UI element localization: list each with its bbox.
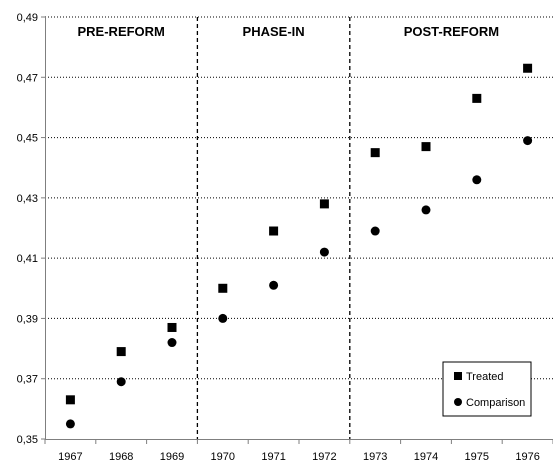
comparison-point bbox=[370, 226, 380, 236]
x-tick-label: 1970 bbox=[211, 451, 235, 463]
treated-point bbox=[116, 347, 126, 357]
legend-marker-treated bbox=[454, 372, 462, 380]
gridlines bbox=[45, 16, 553, 380]
treated-point bbox=[523, 63, 533, 73]
period-dividers bbox=[196, 17, 351, 439]
period-labels: PRE-REFORM PHASE-IN POST-REFORM bbox=[78, 24, 500, 39]
data-marks bbox=[65, 63, 533, 429]
y-tick-label: 0,41 bbox=[17, 253, 38, 265]
y-tick-label: 0,37 bbox=[17, 374, 38, 386]
treated-point bbox=[269, 226, 279, 236]
x-tick-label: 1972 bbox=[312, 451, 336, 463]
legend-label: Treated bbox=[466, 371, 504, 383]
treated-point bbox=[472, 93, 482, 103]
treated-point bbox=[218, 283, 228, 293]
legend-marker-comparison bbox=[454, 398, 462, 406]
period-label: POST-REFORM bbox=[404, 24, 499, 39]
legend-box bbox=[442, 361, 532, 417]
x-tick-label: 1973 bbox=[363, 451, 387, 463]
comparison-point bbox=[218, 313, 228, 323]
y-tick-label: 0,35 bbox=[17, 434, 38, 446]
comparison-point bbox=[319, 247, 329, 257]
y-tick-label: 0,39 bbox=[17, 313, 38, 325]
period-label: PRE-REFORM bbox=[78, 24, 165, 39]
comparison-point bbox=[269, 280, 279, 290]
x-tick-label: 1974 bbox=[414, 451, 438, 463]
y-tick-label: 0,49 bbox=[17, 12, 38, 24]
treated-point bbox=[370, 148, 380, 158]
x-tick-label: 1968 bbox=[109, 451, 133, 463]
comparison-point bbox=[65, 419, 75, 429]
x-tick-label: 1976 bbox=[515, 451, 539, 463]
comparison-point bbox=[523, 136, 533, 146]
x-tick-label: 1971 bbox=[261, 451, 285, 463]
x-tick-label: 1969 bbox=[160, 451, 184, 463]
y-tick-label: 0,43 bbox=[17, 193, 38, 205]
x-tick-label: 1975 bbox=[465, 451, 489, 463]
treated-point bbox=[319, 199, 329, 209]
legend: Treated Comparison bbox=[442, 361, 532, 417]
treated-point bbox=[167, 322, 177, 332]
treated-point bbox=[421, 142, 431, 152]
x-axis-ticks: 1967 1968 1969 1970 1971 1972 1973 1974 1975 1976 bbox=[44, 439, 553, 463]
treated-point bbox=[65, 395, 75, 405]
comparison-point bbox=[167, 338, 177, 348]
comparison-point bbox=[116, 377, 126, 387]
x-tick-label: 1967 bbox=[58, 451, 82, 463]
y-tick-label: 0,47 bbox=[17, 72, 38, 84]
y-axis-ticks: 0,35 0,37 0,39 0,41 0,43 0,45 0,47 0,49 bbox=[17, 12, 45, 446]
legend-label: Comparison bbox=[466, 397, 525, 409]
y-tick-label: 0,45 bbox=[17, 133, 38, 145]
comparison-point bbox=[472, 175, 482, 185]
comparison-point bbox=[421, 205, 431, 215]
period-label: PHASE-IN bbox=[243, 24, 305, 39]
